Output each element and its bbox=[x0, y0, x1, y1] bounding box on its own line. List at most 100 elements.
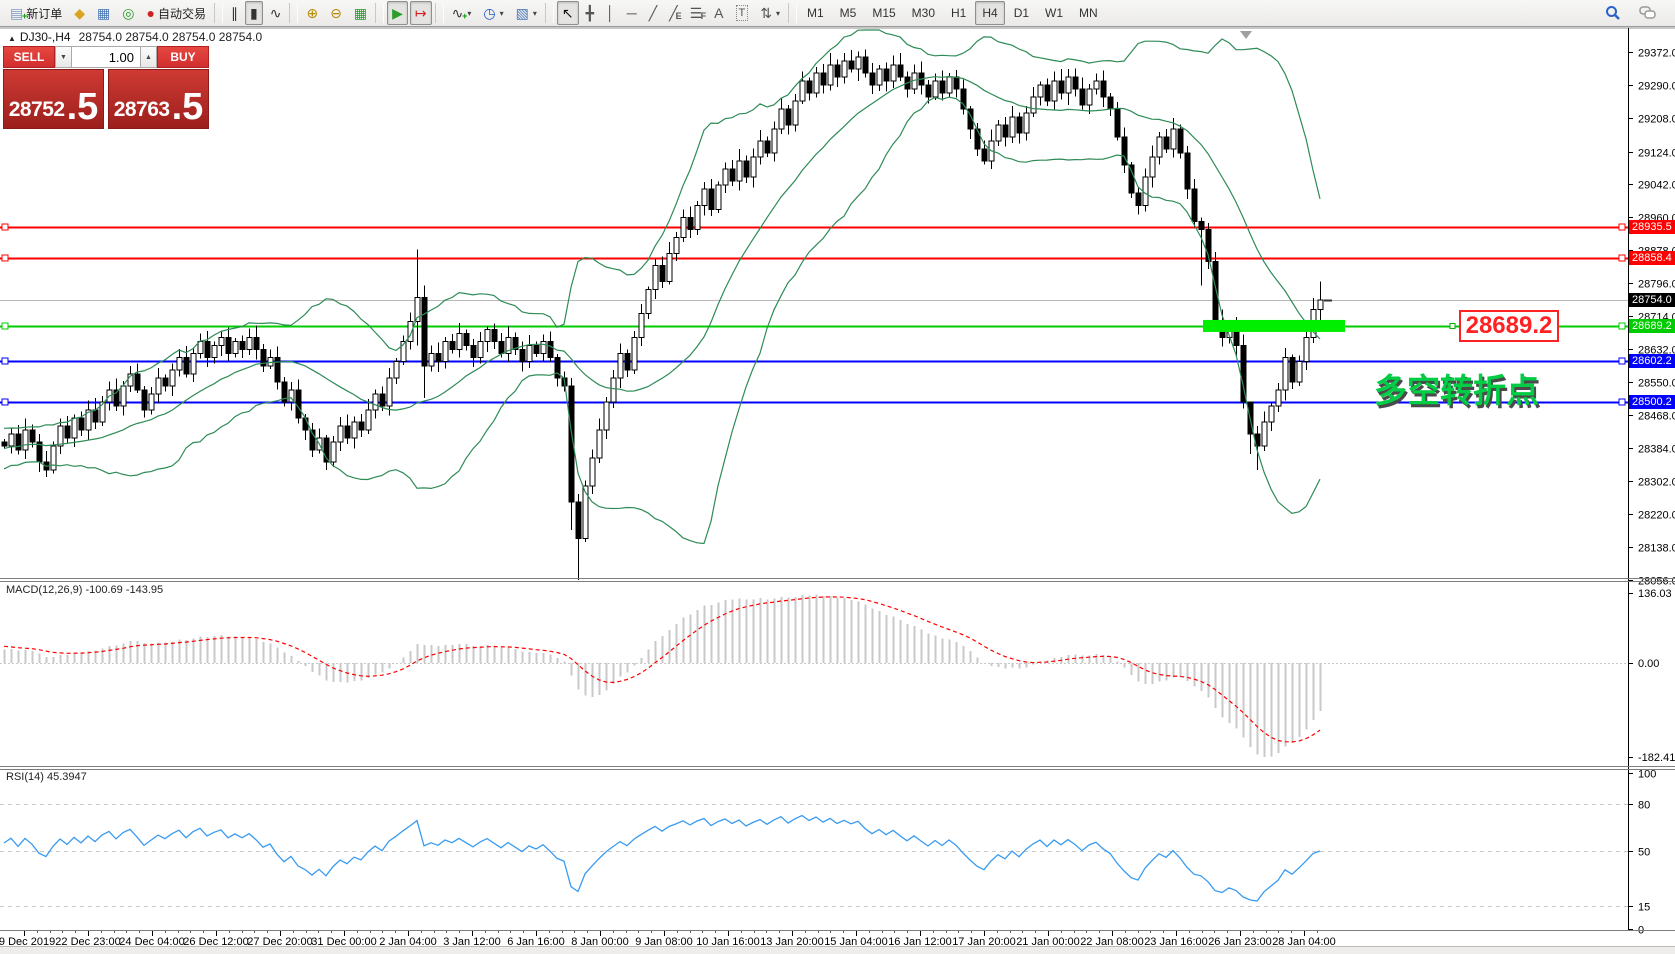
candle bbox=[743, 160, 750, 178]
line-handle[interactable] bbox=[1, 254, 9, 262]
templates-button[interactable]: ▧ ▾ bbox=[511, 1, 542, 25]
overlay-glyph: + bbox=[21, 11, 28, 21]
bollinger-bands bbox=[3, 29, 1321, 545]
channel-button[interactable]: ╱ E bbox=[664, 1, 682, 25]
line-handle[interactable] bbox=[1618, 357, 1626, 365]
candle bbox=[834, 64, 841, 78]
cursor-button[interactable]: ↖ bbox=[556, 1, 579, 25]
candle bbox=[757, 140, 764, 158]
zoom-in-button[interactable]: ⊕ bbox=[301, 1, 323, 25]
timeframe-button-H4[interactable]: H4 bbox=[975, 1, 1005, 25]
support-highlight-rect[interactable] bbox=[1203, 319, 1345, 332]
charts-quotes-icon: ◆ bbox=[74, 5, 86, 21]
tile-windows-button[interactable]: ▦ bbox=[349, 1, 372, 25]
dropdown-caret-icon: ▾ bbox=[775, 8, 780, 18]
candle bbox=[1177, 128, 1184, 154]
candle bbox=[638, 313, 645, 339]
text-label-button[interactable]: T bbox=[731, 1, 754, 25]
volume-down-button[interactable]: ▼ bbox=[55, 46, 72, 68]
candle bbox=[708, 188, 715, 210]
sell-button[interactable]: SELL bbox=[3, 46, 55, 68]
candle bbox=[799, 80, 806, 102]
bb-lower-band bbox=[3, 96, 1321, 545]
candle bbox=[225, 337, 232, 355]
horizontal-line-button[interactable]: ─ bbox=[622, 1, 642, 25]
periods-button[interactable]: ◷ ▾ bbox=[478, 1, 508, 25]
text-button[interactable]: A bbox=[709, 1, 728, 25]
signals-button[interactable]: ◎ bbox=[117, 1, 139, 25]
trendline-button[interactable]: ╱ bbox=[644, 1, 662, 25]
timeframe-button-M30[interactable]: M30 bbox=[911, 6, 936, 20]
fibonacci-button[interactable]: ☰ F bbox=[685, 1, 708, 25]
timeframe-button-M15[interactable]: M15 bbox=[872, 6, 896, 20]
price-axis-badge: 28935.5 bbox=[1629, 220, 1675, 235]
arrows-button[interactable]: ⇅ ▾ bbox=[755, 1, 785, 25]
charts-quotes-button[interactable]: ◆ bbox=[69, 1, 90, 25]
line-handle[interactable] bbox=[1618, 398, 1626, 406]
community-button[interactable] bbox=[1634, 1, 1662, 25]
line-handle[interactable] bbox=[1618, 223, 1626, 231]
navigator-button[interactable]: ▦ bbox=[92, 1, 115, 25]
arrows-icon: ⇅ bbox=[760, 5, 772, 21]
bar-chart-button[interactable]: ∥ bbox=[226, 1, 243, 25]
candle bbox=[547, 341, 554, 359]
candle bbox=[470, 345, 477, 359]
horizontal-level-lines bbox=[0, 223, 1628, 406]
line-handle[interactable] bbox=[1, 223, 9, 231]
candle bbox=[1086, 88, 1093, 106]
new-order-button[interactable]: ▤ + 新订单 bbox=[5, 1, 67, 25]
line-handle[interactable] bbox=[1, 322, 9, 330]
volume-up-button[interactable]: ▲ bbox=[140, 46, 157, 68]
zoom-out-button[interactable]: ⊖ bbox=[325, 1, 347, 25]
candlestick-chart-button[interactable]: ▮ bbox=[244, 1, 263, 25]
buy-button[interactable]: BUY bbox=[157, 46, 209, 68]
candle bbox=[379, 393, 386, 407]
vertical-line-button[interactable]: │ bbox=[601, 1, 620, 25]
timeframe-button-D1[interactable]: D1 bbox=[1013, 6, 1030, 20]
timeframe-button-M5[interactable]: M5 bbox=[839, 6, 857, 20]
candle bbox=[750, 156, 757, 178]
chart-shift-marker[interactable] bbox=[1240, 31, 1252, 39]
candle bbox=[554, 357, 561, 379]
new-order-label: 新订单 bbox=[26, 6, 63, 21]
timeframe-button-W1[interactable]: W1 bbox=[1045, 6, 1064, 20]
buy-price-int: 28763 bbox=[113, 98, 170, 121]
autotrade-button[interactable]: ● 自动交易 bbox=[141, 1, 210, 25]
candle bbox=[15, 433, 22, 451]
candle bbox=[274, 357, 281, 383]
chart-shift-button[interactable]: ↦ bbox=[409, 1, 432, 25]
line-chart-button[interactable]: ∿ bbox=[265, 1, 287, 25]
timeframe-button-H1[interactable]: H1 bbox=[951, 6, 967, 20]
candles bbox=[1, 49, 1324, 580]
candle bbox=[687, 216, 694, 230]
annotation-anchor-handle[interactable] bbox=[1449, 322, 1456, 329]
candle bbox=[652, 264, 659, 291]
symbol-header[interactable]: ▲ DJ30-,H4 28754.0 28754.0 28754.0 28754.0 bbox=[8, 30, 262, 44]
svg-text:15 Jan 04:00: 15 Jan 04:00 bbox=[824, 936, 888, 948]
turning-point-text[interactable]: 多空转折点 bbox=[1374, 372, 1539, 409]
candle bbox=[1, 441, 8, 447]
line-handle[interactable] bbox=[1, 357, 9, 365]
overlay-glyph: F bbox=[700, 11, 707, 21]
volume-input[interactable] bbox=[72, 46, 140, 68]
candle bbox=[204, 341, 211, 359]
toolbar-separator bbox=[787, 3, 797, 23]
indicators-button[interactable]: ∿ + ▾ bbox=[447, 1, 477, 25]
sell-price-box[interactable]: 28752 .5 bbox=[3, 69, 104, 129]
candle bbox=[967, 108, 974, 130]
buy-price-box[interactable]: 28763 .5 bbox=[108, 69, 209, 129]
candle bbox=[946, 76, 953, 94]
line-handle[interactable] bbox=[1, 398, 9, 406]
autoscroll-button[interactable]: ▶ bbox=[387, 1, 408, 25]
timeframe-button-M1[interactable]: M1 bbox=[806, 6, 824, 20]
crosshair-button[interactable]: ╋ bbox=[581, 1, 599, 25]
svg-text:8 Jan 00:00: 8 Jan 00:00 bbox=[571, 936, 629, 948]
timeframe-button-MN[interactable]: MN bbox=[1079, 6, 1098, 20]
svg-text:80: 80 bbox=[1638, 800, 1650, 812]
candle bbox=[337, 425, 344, 443]
line-handle[interactable] bbox=[1618, 254, 1626, 262]
line-handle[interactable] bbox=[1618, 322, 1626, 330]
candle bbox=[1142, 176, 1149, 206]
search-button[interactable] bbox=[1600, 1, 1626, 25]
price-callout-label[interactable]: 28689.2 bbox=[1459, 310, 1559, 342]
